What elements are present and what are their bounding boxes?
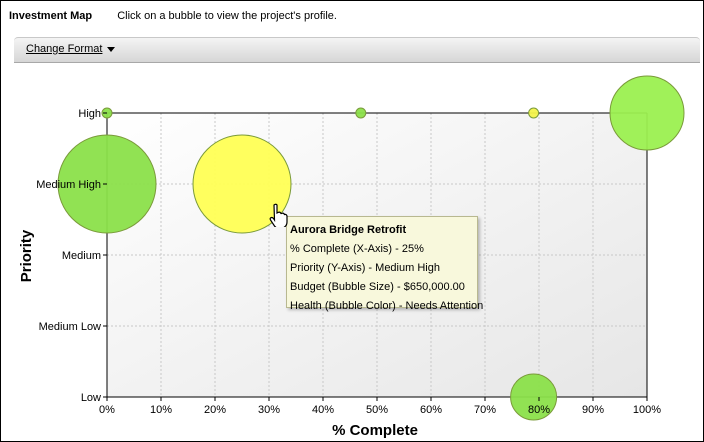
project-bubble[interactable] — [528, 107, 540, 119]
x-tick-label: 30% — [258, 404, 280, 416]
y-tick-label: Medium Low — [39, 321, 101, 333]
x-tick-label: 70% — [474, 404, 496, 416]
tooltip-title: Aurora Bridge Retrofit — [290, 224, 407, 236]
x-tick-label: 20% — [204, 404, 226, 416]
header: Investment Map Click on a bubble to view… — [9, 10, 337, 22]
x-tick-label: 80% — [528, 404, 550, 416]
tick-labels: 0% 10% 20% 30% 40% 50% 60% 70% 80% 90% 100% Low Medi… — [36, 108, 661, 416]
change-format-label: Change Format — [26, 43, 103, 55]
y-tick-label: Low — [81, 392, 101, 404]
x-tick-label: 40% — [312, 404, 334, 416]
y-tick-label: Medium — [62, 250, 101, 262]
bubble-tooltip: Aurora Bridge Retrofit % Complete (X-Axi… — [286, 216, 483, 312]
y-tick-label: High — [78, 108, 101, 120]
x-tick-label: 50% — [366, 404, 388, 416]
hand-cursor-icon — [269, 203, 288, 227]
chevron-down-icon — [107, 46, 116, 52]
x-tick-label: 0% — [99, 404, 115, 416]
tooltip-line: Budget (Bubble Size) - $650,000.00 — [290, 281, 465, 293]
panel-hint: Click on a bubble to view the project's … — [117, 10, 337, 22]
project-bubble[interactable] — [609, 75, 685, 151]
tooltip-line: Health (Bubble Color) - Needs Attention — [290, 300, 484, 312]
panel-title: Investment Map — [9, 10, 93, 22]
change-format-button[interactable]: Change Format — [26, 43, 116, 55]
x-tick-label: 100% — [633, 404, 661, 416]
y-tick-label: Medium High — [36, 179, 101, 191]
x-axis-label: % Complete — [332, 422, 418, 439]
x-tick-label: 90% — [582, 404, 604, 416]
project-bubble[interactable] — [355, 107, 367, 119]
x-tick-label: 10% — [150, 404, 172, 416]
toolbar: Change Format — [14, 37, 700, 63]
project-bubble[interactable] — [510, 373, 558, 421]
tooltip-line: Priority (Y-Axis) - Medium High — [290, 262, 440, 274]
y-axis-label: Priority — [18, 229, 35, 282]
x-tick-label: 60% — [420, 404, 442, 416]
tooltip-line: % Complete (X-Axis) - 25% — [290, 243, 424, 255]
project-bubble[interactable] — [192, 134, 292, 234]
bubbles — [57, 75, 685, 421]
